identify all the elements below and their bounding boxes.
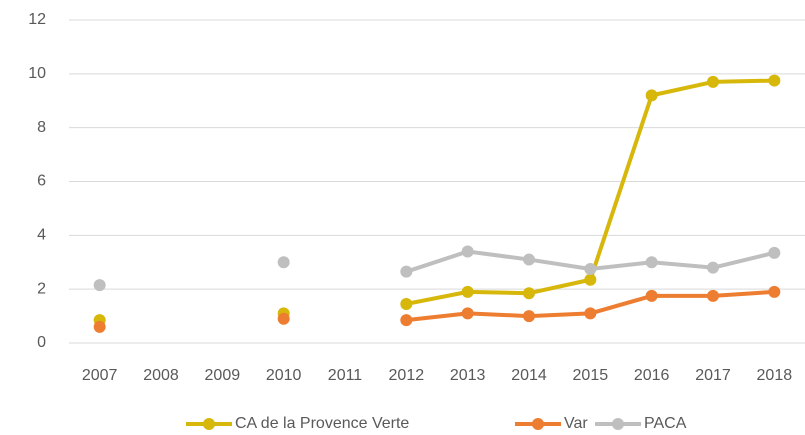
y-tick-label: 12 bbox=[28, 11, 46, 28]
point bbox=[707, 289, 719, 302]
y-tick-label: 2 bbox=[37, 280, 46, 297]
x-tick-label: 2017 bbox=[695, 367, 731, 384]
point bbox=[461, 307, 474, 320]
y-tick-label: 0 bbox=[37, 334, 46, 351]
x-tick-label: 2009 bbox=[205, 367, 241, 384]
point bbox=[584, 307, 597, 320]
legend-label: PACA bbox=[644, 415, 687, 432]
x-tick-label: 2012 bbox=[389, 367, 425, 384]
x-tick-label: 2014 bbox=[511, 367, 547, 384]
point bbox=[93, 320, 106, 333]
point bbox=[645, 89, 658, 102]
point bbox=[768, 285, 781, 298]
y-tick-label: 4 bbox=[37, 227, 46, 244]
point bbox=[277, 312, 290, 325]
legend-label: Var bbox=[564, 415, 588, 432]
point bbox=[768, 74, 781, 87]
y-tick-label: 6 bbox=[37, 173, 46, 190]
x-tick-label: 2007 bbox=[82, 367, 118, 384]
point bbox=[645, 289, 658, 302]
point bbox=[400, 314, 413, 327]
x-tick-label: 2010 bbox=[266, 367, 302, 384]
point bbox=[645, 256, 658, 269]
x-tick-label: 2008 bbox=[143, 367, 179, 384]
point bbox=[768, 246, 781, 259]
x-tick-label: 2016 bbox=[634, 367, 670, 384]
point bbox=[461, 245, 474, 258]
legend-marker bbox=[203, 418, 215, 430]
y-tick-label: 10 bbox=[28, 65, 46, 82]
point bbox=[400, 265, 413, 278]
point bbox=[523, 287, 535, 300]
legend-marker bbox=[532, 418, 544, 430]
point bbox=[461, 285, 474, 298]
point bbox=[523, 310, 535, 323]
y-tick-label: 8 bbox=[37, 119, 46, 136]
point bbox=[93, 279, 106, 292]
x-tick-label: 2018 bbox=[757, 367, 793, 384]
point bbox=[277, 256, 290, 269]
point bbox=[400, 297, 413, 310]
x-tick-label: 2011 bbox=[328, 367, 363, 384]
point bbox=[707, 75, 719, 88]
point bbox=[584, 262, 597, 275]
legend-label: CA de la Provence Verte bbox=[235, 415, 409, 432]
point bbox=[707, 261, 719, 274]
point bbox=[523, 253, 535, 266]
point bbox=[584, 273, 597, 286]
x-tick-label: 2015 bbox=[573, 367, 609, 384]
x-tick-label: 2013 bbox=[450, 367, 486, 384]
legend-marker bbox=[612, 418, 624, 430]
